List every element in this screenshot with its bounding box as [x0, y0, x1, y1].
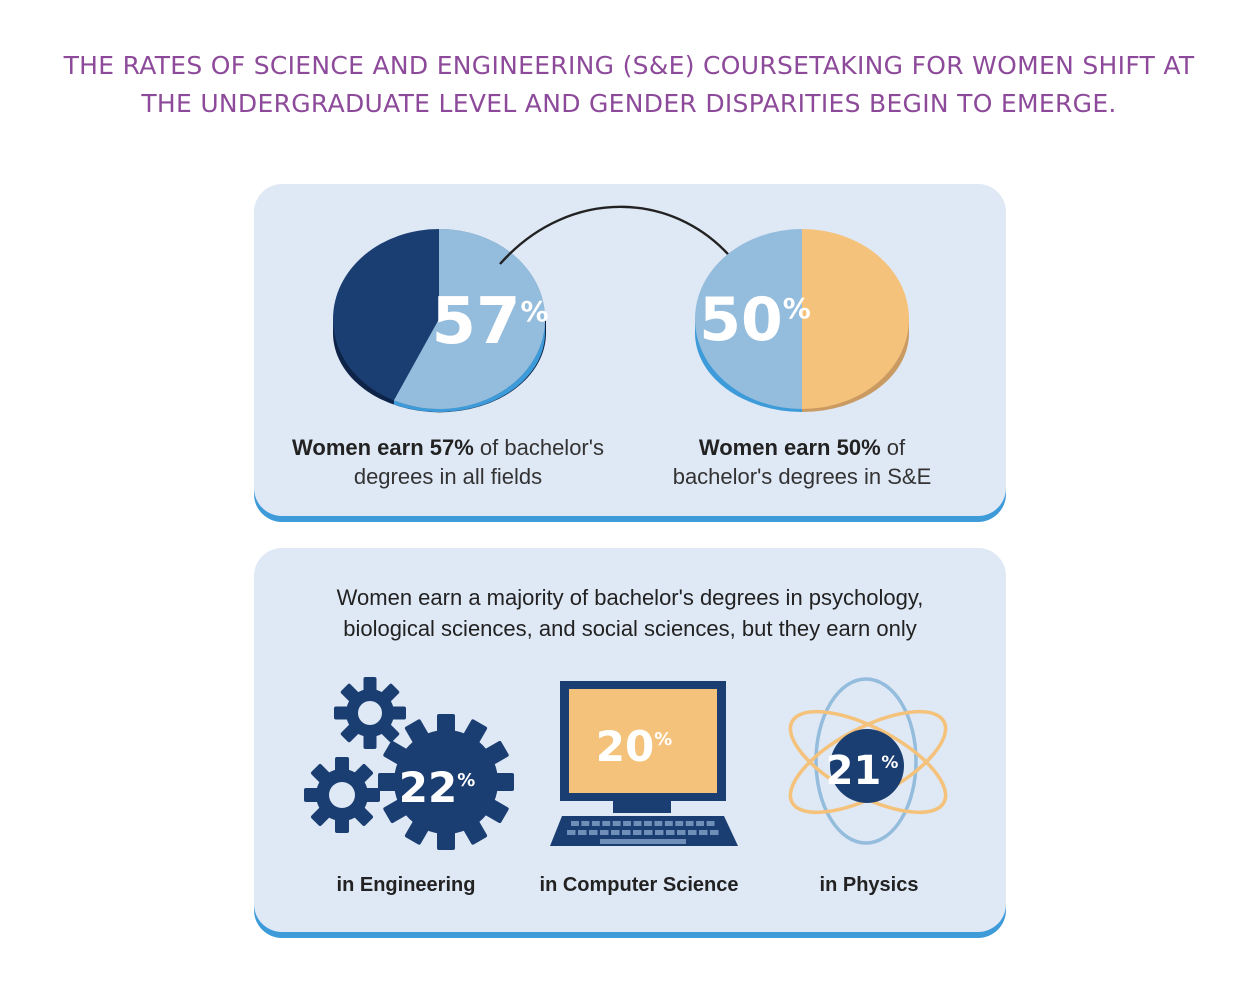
atom-nucleus: [830, 729, 904, 803]
keyboard-key: [622, 830, 631, 835]
keyboard-key: [571, 821, 579, 826]
keyboard-key: [688, 830, 697, 835]
keyboard-key: [633, 830, 642, 835]
gear-tooth: [378, 773, 398, 791]
computer-icon: 20%: [550, 681, 738, 846]
keyboard-key: [578, 830, 587, 835]
keyboard-key: [666, 830, 675, 835]
keyboard-key: [699, 830, 708, 835]
keyboard-keys: [567, 821, 719, 844]
physics-label: in Physics: [819, 874, 919, 896]
svg-text:22%: 22%: [399, 763, 476, 812]
keyboard-spacebar: [600, 839, 686, 844]
keyboard-key: [602, 821, 611, 826]
pie-all-women-slice: [393, 228, 546, 409]
pie-se-caption-line2: bachelor's degrees in S&E: [672, 464, 932, 489]
keyboard-key: [612, 821, 621, 826]
keyboard-key: [633, 821, 642, 826]
intro-line-1: Women earn a majority of bachelor's degr…: [336, 585, 924, 610]
monitor-screen: [569, 689, 717, 793]
pie-all-number: 57: [431, 285, 520, 359]
pie-all-pct: %: [521, 295, 549, 328]
keyboard-key: [655, 830, 664, 835]
gear-large: [378, 714, 514, 850]
pie-se-men-slice: [802, 229, 909, 409]
computer-science-number: 20: [596, 722, 654, 771]
gear-tooth: [335, 757, 349, 773]
keyboard-key: [710, 830, 719, 835]
pie-se-caption: Women earn 50% of bachelor's degrees in …: [632, 433, 972, 491]
gear-small-top: [334, 677, 406, 749]
intro-text: Women earn a majority of bachelor's degr…: [260, 582, 1000, 644]
gear-hole: [358, 701, 382, 725]
computer-science-pct: %: [654, 729, 672, 750]
engineering-pct: %: [457, 770, 475, 791]
atom-icon: 21%: [788, 677, 948, 845]
gear-tooth: [364, 788, 380, 802]
monitor-neck: [613, 801, 671, 813]
gear-tooth: [390, 706, 406, 720]
keyboard-key: [685, 821, 694, 826]
keyboard-key: [675, 821, 684, 826]
gear-tooth: [363, 733, 377, 749]
gear-hole: [329, 782, 355, 808]
headline-line-2: THE UNDERGRADUATE LEVEL AND GENDER DISPA…: [141, 89, 1117, 118]
keyboard-key: [664, 821, 673, 826]
computer-science-label: in Computer Science: [539, 874, 739, 896]
gears-icon: 22%: [304, 677, 514, 850]
engineering-label: in Engineering: [336, 874, 476, 896]
svg-text:21%: 21%: [826, 748, 899, 794]
pie-se-caption-rest: of: [880, 435, 906, 460]
gear-tooth: [437, 830, 455, 850]
keyboard-key: [644, 830, 653, 835]
keyboard-key: [611, 830, 620, 835]
pie-se-number: 50: [699, 285, 783, 355]
shift-arrow: [499, 205, 738, 266]
headline: THE RATES OF SCIENCE AND ENGINEERING (S&…: [0, 47, 1258, 123]
svg-text:50%: 50%: [699, 285, 811, 355]
gear-small-left: [304, 757, 380, 833]
keyboard-key: [644, 821, 652, 826]
keyboard-key: [696, 821, 704, 826]
gear-body: [394, 730, 498, 834]
pie-all-caption-bold: Women earn 57%: [292, 435, 474, 460]
keyboard-key: [623, 821, 631, 826]
gear-tooth: [334, 706, 350, 720]
gear-tooth: [494, 773, 514, 791]
gear-tooth: [437, 714, 455, 734]
keyboard-key: [654, 821, 663, 826]
pie-se-caption-bold: Women earn 50%: [698, 435, 881, 460]
keyboard-key: [581, 821, 590, 826]
gear-tooth: [363, 677, 377, 693]
pie-all-fields: 57%: [333, 228, 549, 413]
svg-text:57%: 57%: [431, 285, 548, 359]
keyboard-key: [567, 830, 576, 835]
gear-tooth: [335, 817, 349, 833]
pie-all-caption: Women earn 57% of bachelor's degrees in …: [262, 433, 634, 491]
keyboard-key: [591, 821, 600, 826]
pie-all-caption-line2: degrees in all fields: [353, 464, 543, 489]
headline-line-1: THE RATES OF SCIENCE AND ENGINEERING (S&…: [63, 51, 1195, 80]
gear-tooth: [304, 788, 320, 802]
keyboard-key: [677, 830, 686, 835]
physics-number: 21: [826, 748, 882, 794]
pie-se-women-slice: [695, 229, 802, 409]
engineering-number: 22: [399, 763, 457, 812]
orbit-vertical: [814, 677, 918, 845]
pie-se-fields: 50%: [695, 229, 909, 412]
pie-se-pct: %: [783, 292, 811, 325]
intro-line-2: biological sciences, and social sciences…: [343, 616, 917, 641]
pie-all-caption-rest: of bachelor's: [473, 435, 604, 460]
keyboard-key: [600, 830, 609, 835]
physics-pct: %: [881, 753, 898, 773]
keyboard-key: [589, 830, 598, 835]
svg-text:20%: 20%: [596, 722, 673, 771]
keyboard-key: [706, 821, 715, 826]
